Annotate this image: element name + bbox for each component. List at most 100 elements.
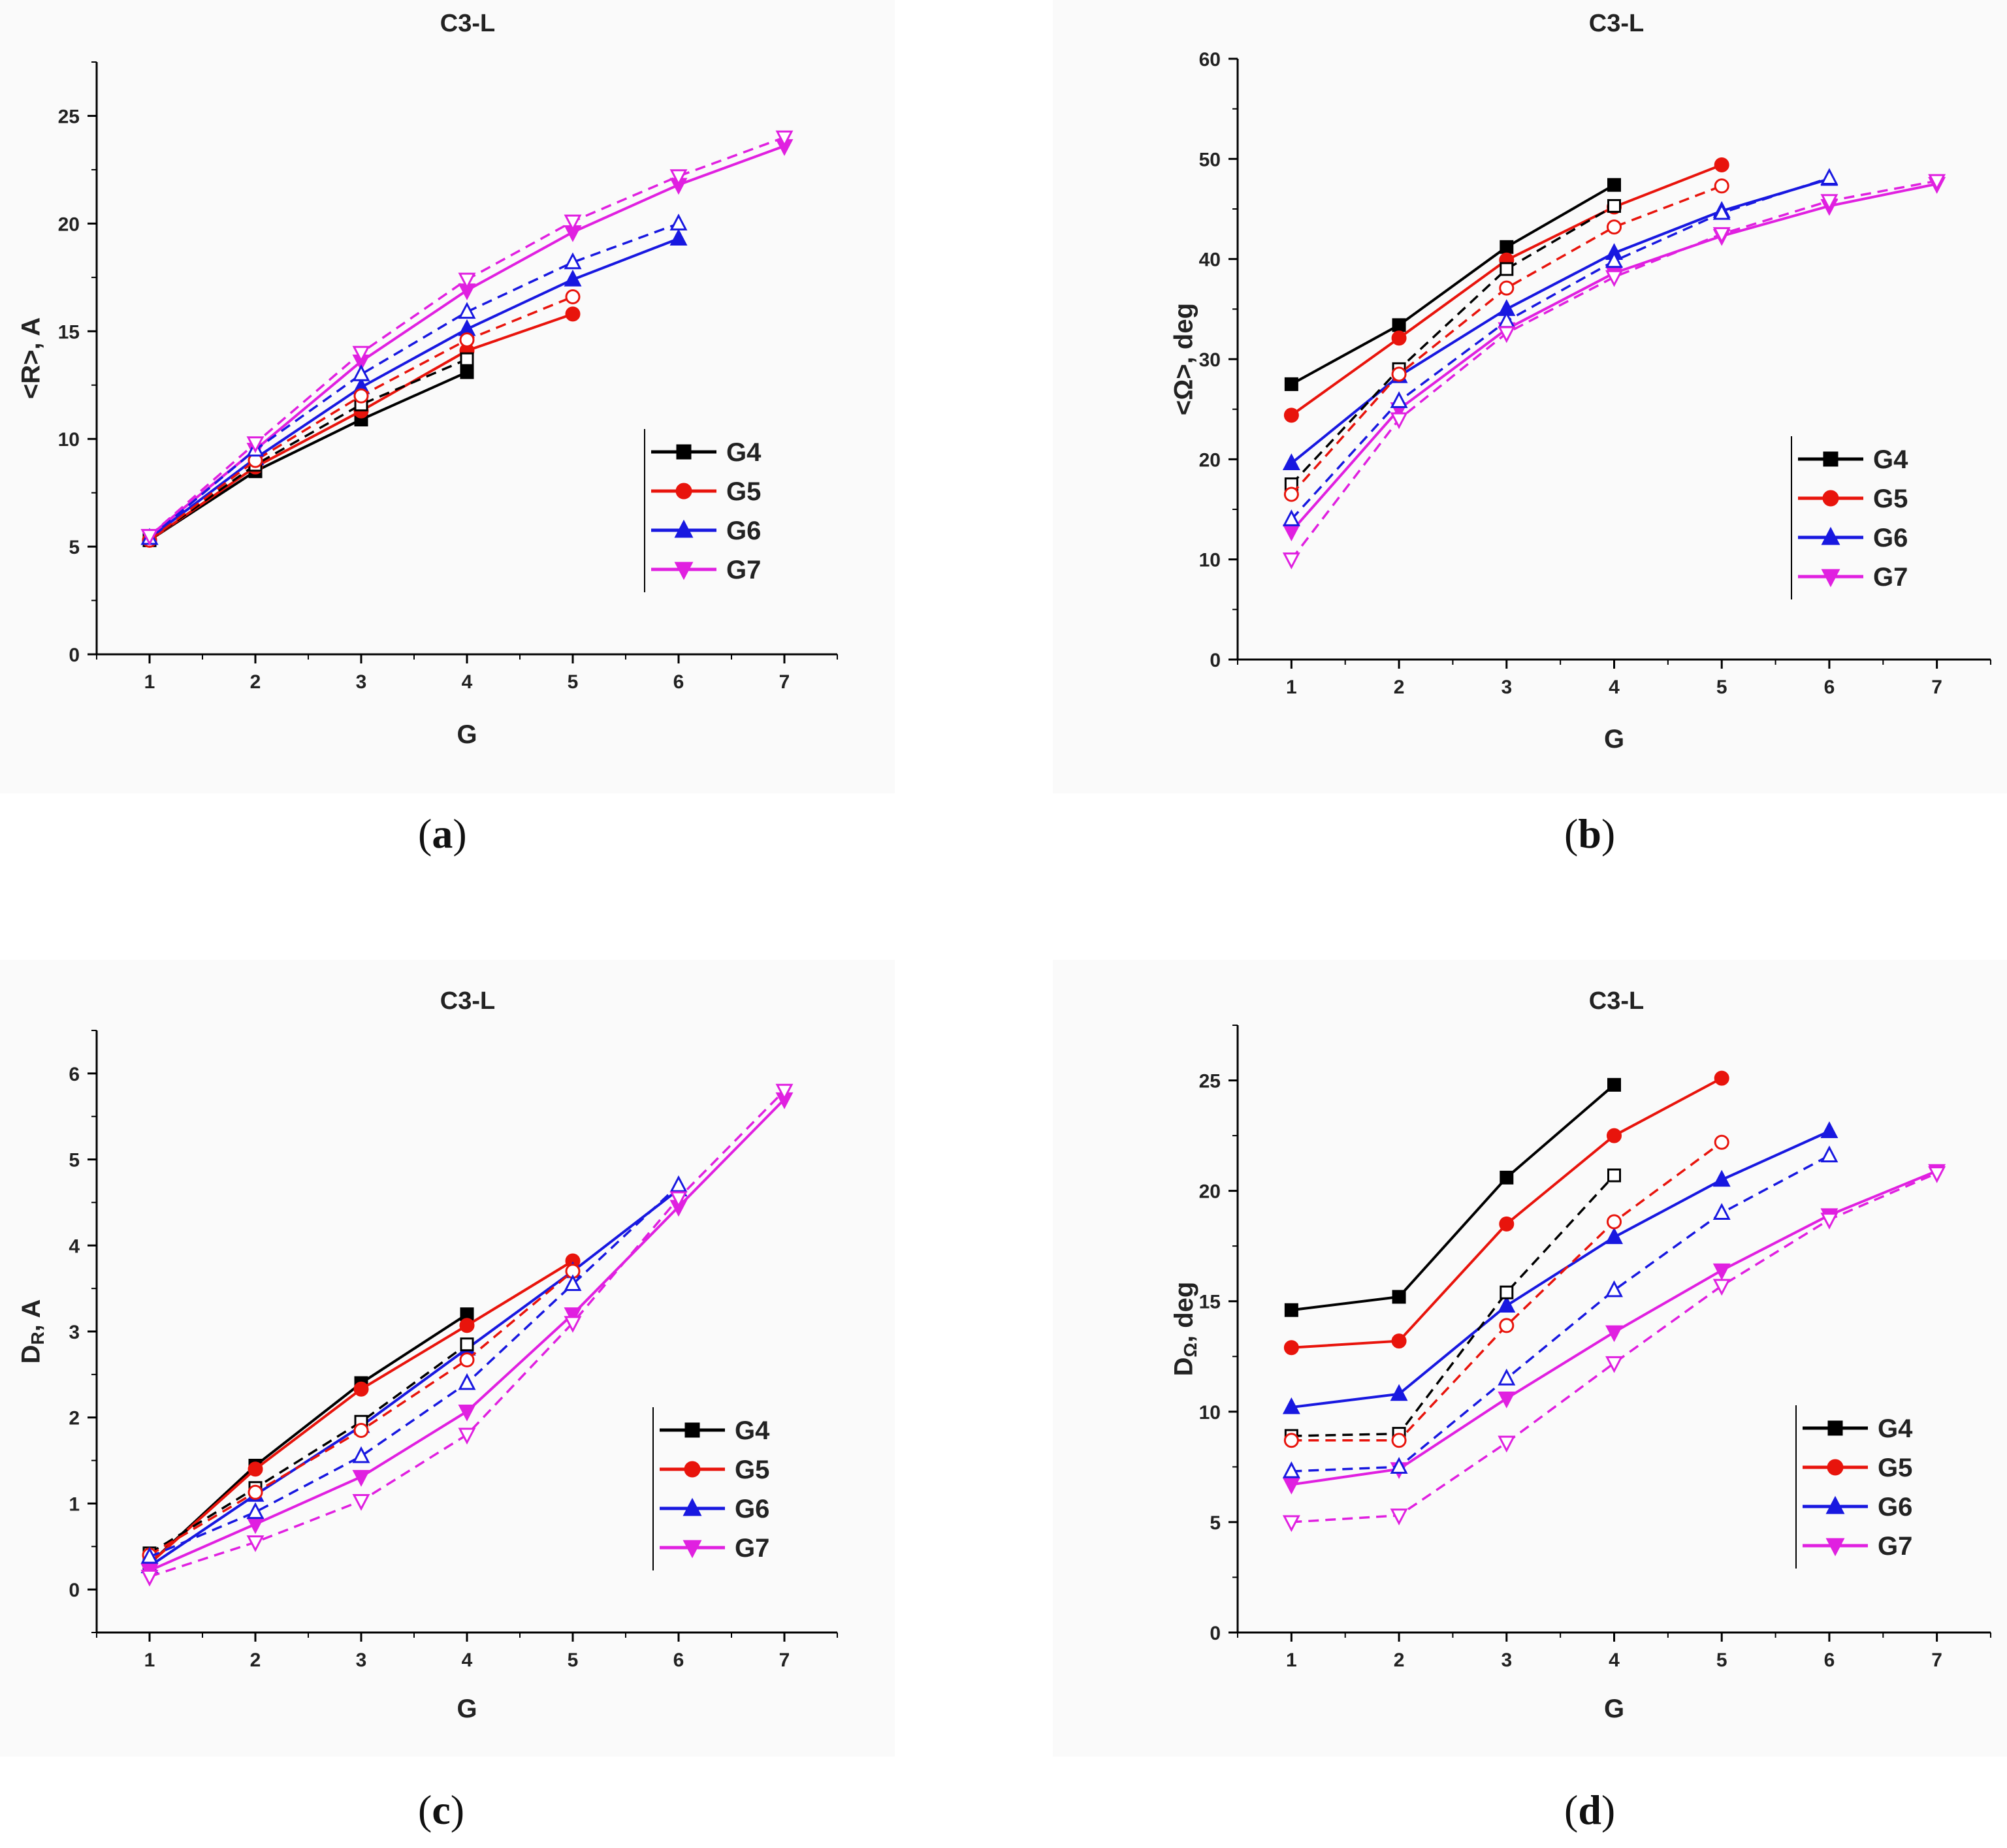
data-point <box>1283 486 1299 502</box>
data-point <box>669 1175 688 1192</box>
y-tick-label: 20 <box>58 214 80 235</box>
x-tick-label: 3 <box>356 671 367 693</box>
data-point <box>140 1546 159 1564</box>
y-tick-label: 10 <box>1199 550 1221 571</box>
x-tick-label: 4 <box>1609 1649 1620 1671</box>
data-point <box>775 130 794 148</box>
series-g4-solid <box>142 365 474 547</box>
y-axis-label-subscript: Ω <box>1180 1343 1200 1357</box>
legend: G4 G5 G6 G7 <box>652 1407 770 1570</box>
legend-marker <box>675 483 692 500</box>
data-point <box>1712 1263 1731 1281</box>
data-point <box>1607 199 1621 213</box>
y-tick-label: 40 <box>1199 249 1221 271</box>
x-tick-label: 1 <box>144 1649 155 1671</box>
data-point <box>353 1381 369 1397</box>
data-point <box>1392 318 1406 332</box>
x-tick-label: 5 <box>1716 677 1727 698</box>
series-line <box>148 358 468 541</box>
legend-marker <box>1825 1538 1845 1557</box>
data-point <box>1820 1213 1838 1230</box>
data-point <box>564 1274 582 1292</box>
caption-a: (a) <box>418 810 467 857</box>
data-point <box>669 169 688 187</box>
series-line <box>149 1343 468 1555</box>
legend-label: G6 <box>1873 524 1908 552</box>
data-point <box>1282 1477 1300 1495</box>
data-point <box>1607 219 1622 235</box>
data-point <box>1283 1433 1299 1448</box>
series-g6-dashed <box>140 1175 688 1564</box>
x-tick-label: 7 <box>779 1649 790 1671</box>
data-point <box>1498 1296 1516 1313</box>
series-line <box>148 371 468 541</box>
data-point <box>1391 1333 1407 1349</box>
data-point <box>1282 1461 1300 1478</box>
data-point <box>1390 391 1408 408</box>
series-line <box>1291 1174 1615 1437</box>
chart-panel-c: C3-L 1 2 3 4 5 6 7 0 1 2 3 4 5 6 G DR, A G4 G5 G6 G7 <box>17 987 838 1723</box>
data-point <box>1500 1285 1514 1299</box>
x-tick-label: 6 <box>1824 1649 1835 1671</box>
y-tick-label: 4 <box>69 1235 80 1257</box>
legend-marker <box>1825 1495 1845 1514</box>
x-tick-label: 7 <box>1931 677 1942 698</box>
data-point <box>1714 1070 1729 1086</box>
data-point <box>1820 1121 1838 1138</box>
data-point <box>246 1502 265 1520</box>
series-g7-solid <box>1282 1164 1946 1495</box>
x-tick-label: 2 <box>1394 1649 1405 1671</box>
legend-item-g5: G5 <box>1803 1454 1912 1482</box>
x-tick-label: 2 <box>250 671 261 693</box>
y-tick-label: 60 <box>1199 49 1221 71</box>
x-tick-label: 1 <box>144 671 155 693</box>
data-point <box>1712 1203 1731 1220</box>
data-point <box>1499 1318 1515 1333</box>
data-point <box>1605 270 1623 287</box>
x-tick-label: 6 <box>673 1649 684 1671</box>
x-tick-label: 4 <box>1609 677 1620 698</box>
legend-marker <box>682 1497 702 1516</box>
x-tick-label: 4 <box>462 1649 473 1671</box>
series-g7-dashed <box>1282 1166 1946 1533</box>
y-tick-label: 0 <box>69 1580 80 1601</box>
data-point <box>460 352 474 366</box>
legend-label: G4 <box>1878 1414 1913 1443</box>
legend-label: G7 <box>1873 563 1908 592</box>
legend-marker <box>1823 451 1838 467</box>
series-line <box>148 222 679 539</box>
x-tick-label: 7 <box>779 671 790 693</box>
y-axis-label: DΩ, deg <box>1170 1282 1201 1377</box>
legend-label: G6 <box>735 1495 769 1523</box>
data-point <box>1820 1145 1838 1163</box>
legend-label: G7 <box>726 556 761 584</box>
data-point <box>1605 1356 1623 1373</box>
y-tick-label: 6 <box>69 1064 80 1085</box>
legend-marker <box>1821 526 1840 545</box>
x-axis-label: G <box>1604 725 1624 754</box>
data-point <box>669 229 688 246</box>
data-point <box>1498 1392 1516 1409</box>
data-point <box>1498 326 1516 343</box>
legend-marker <box>674 519 694 538</box>
series-g4-dashed <box>142 352 474 547</box>
legend-marker <box>684 1461 701 1478</box>
x-tick-label: 6 <box>673 671 684 693</box>
y-tick-label: 20 <box>1199 1181 1221 1203</box>
data-point <box>352 1493 370 1511</box>
y-tick-label: 5 <box>69 537 80 558</box>
data-point <box>564 1307 582 1324</box>
data-point <box>1282 453 1300 470</box>
series-line <box>148 237 679 539</box>
series-g7-dashed <box>1282 174 1946 569</box>
chart-title: C3-L <box>440 10 495 37</box>
y-axis-label: <Ω>, deg <box>1170 303 1198 415</box>
data-point <box>1282 552 1300 569</box>
data-point <box>1284 1303 1298 1317</box>
data-point <box>1499 1216 1515 1232</box>
data-point <box>1605 1227 1623 1245</box>
legend-item-g4: G4 <box>651 438 762 467</box>
legend-item-g7: G7 <box>1798 563 1908 592</box>
caption-b: (b) <box>1564 810 1616 857</box>
